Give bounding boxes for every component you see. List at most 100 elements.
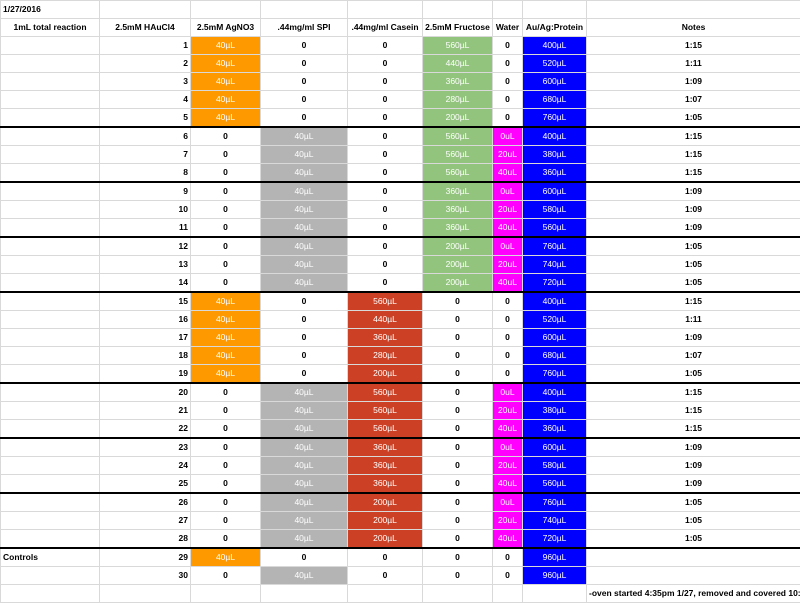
spi-cell[interactable]: 0 — [348, 37, 423, 55]
row-label-cell[interactable] — [1, 146, 100, 164]
reaction-number-cell[interactable]: 19 — [100, 365, 191, 384]
water-cell[interactable]: 600µL — [523, 182, 587, 201]
ratio-cell[interactable]: 1:15 — [587, 127, 800, 146]
empty-cell[interactable] — [348, 585, 423, 603]
fructose-cell[interactable]: 0 — [493, 567, 523, 585]
reaction-number-cell[interactable]: 28 — [100, 530, 191, 549]
casein-cell[interactable]: 0 — [423, 530, 493, 549]
spi-cell[interactable]: 200µL — [348, 512, 423, 530]
row-label-cell[interactable] — [1, 109, 100, 128]
agno3-cell[interactable]: 0 — [261, 292, 348, 311]
spi-cell[interactable]: 0 — [348, 146, 423, 164]
water-cell[interactable]: 960µL — [523, 548, 587, 567]
water-cell[interactable]: 680µL — [523, 91, 587, 109]
empty-cell[interactable] — [261, 585, 348, 603]
haucl4-cell[interactable]: 0 — [191, 256, 261, 274]
ratio-cell[interactable]: 1:15 — [587, 383, 800, 402]
reaction-number-cell[interactable]: 11 — [100, 219, 191, 238]
casein-cell[interactable]: 0 — [423, 493, 493, 512]
agno3-cell[interactable]: 40µL — [261, 530, 348, 549]
haucl4-cell[interactable]: 0 — [191, 420, 261, 439]
water-cell[interactable]: 740µL — [523, 512, 587, 530]
row-label-cell[interactable] — [1, 55, 100, 73]
water-cell[interactable]: 760µL — [523, 365, 587, 384]
casein-cell[interactable]: 560µL — [423, 37, 493, 55]
water-cell[interactable]: 580µL — [523, 457, 587, 475]
row-label-cell[interactable] — [1, 457, 100, 475]
reaction-number-cell[interactable]: 5 — [100, 109, 191, 128]
fructose-cell[interactable]: 40uL — [493, 219, 523, 238]
casein-cell[interactable]: 560µL — [423, 164, 493, 183]
fructose-cell[interactable]: 0uL — [493, 237, 523, 256]
water-cell[interactable]: 760µL — [523, 237, 587, 256]
haucl4-cell[interactable]: 40µL — [191, 292, 261, 311]
spi-cell[interactable]: 0 — [348, 567, 423, 585]
fructose-cell[interactable]: 0 — [493, 37, 523, 55]
agno3-cell[interactable]: 40µL — [261, 127, 348, 146]
spi-cell[interactable]: 280µL — [348, 347, 423, 365]
reaction-number-cell[interactable]: 24 — [100, 457, 191, 475]
agno3-cell[interactable]: 40µL — [261, 164, 348, 183]
header-water[interactable]: Water — [493, 19, 523, 37]
header-reaction[interactable]: 1mL total reaction — [1, 19, 100, 37]
water-cell[interactable]: 400µL — [523, 127, 587, 146]
casein-cell[interactable]: 0 — [423, 475, 493, 494]
reaction-number-cell[interactable]: 3 — [100, 73, 191, 91]
reaction-number-cell[interactable]: 18 — [100, 347, 191, 365]
water-cell[interactable]: 720µL — [523, 530, 587, 549]
agno3-cell[interactable]: 0 — [261, 37, 348, 55]
spi-cell[interactable]: 0 — [348, 55, 423, 73]
row-label-cell[interactable] — [1, 493, 100, 512]
water-cell[interactable]: 400µL — [523, 383, 587, 402]
haucl4-cell[interactable]: 0 — [191, 201, 261, 219]
spi-cell[interactable]: 560µL — [348, 402, 423, 420]
fructose-cell[interactable]: 20uL — [493, 402, 523, 420]
fructose-cell[interactable]: 0 — [493, 329, 523, 347]
reaction-number-cell[interactable]: 30 — [100, 567, 191, 585]
casein-cell[interactable]: 0 — [423, 292, 493, 311]
row-label-cell[interactable] — [1, 182, 100, 201]
casein-cell[interactable]: 0 — [423, 329, 493, 347]
reaction-number-cell[interactable]: 21 — [100, 402, 191, 420]
haucl4-cell[interactable]: 0 — [191, 567, 261, 585]
spi-cell[interactable]: 440µL — [348, 311, 423, 329]
haucl4-cell[interactable]: 0 — [191, 402, 261, 420]
ratio-cell[interactable]: 1:09 — [587, 219, 800, 238]
water-cell[interactable]: 560µL — [523, 475, 587, 494]
spi-cell[interactable]: 0 — [348, 182, 423, 201]
casein-cell[interactable]: 0 — [423, 347, 493, 365]
casein-cell[interactable]: 0 — [423, 512, 493, 530]
header-ratio[interactable]: Au/Ag:Protein — [523, 19, 587, 37]
reaction-number-cell[interactable]: 20 — [100, 383, 191, 402]
reaction-number-cell[interactable]: 23 — [100, 438, 191, 457]
agno3-cell[interactable]: 40µL — [261, 219, 348, 238]
empty-cell[interactable] — [100, 585, 191, 603]
casein-cell[interactable]: 360µL — [423, 219, 493, 238]
empty-cell[interactable] — [423, 1, 493, 19]
fructose-cell[interactable]: 0 — [493, 55, 523, 73]
fructose-cell[interactable]: 0 — [493, 311, 523, 329]
reaction-number-cell[interactable]: 2 — [100, 55, 191, 73]
agno3-cell[interactable]: 0 — [261, 109, 348, 128]
ratio-cell[interactable]: 1:15 — [587, 146, 800, 164]
empty-cell[interactable] — [493, 1, 523, 19]
ratio-cell[interactable]: 1:15 — [587, 164, 800, 183]
ratio-cell[interactable]: 1:07 — [587, 347, 800, 365]
row-label-cell[interactable] — [1, 347, 100, 365]
fructose-cell[interactable]: 20uL — [493, 146, 523, 164]
haucl4-cell[interactable]: 0 — [191, 457, 261, 475]
reaction-number-cell[interactable]: 9 — [100, 182, 191, 201]
row-label-cell[interactable] — [1, 311, 100, 329]
haucl4-cell[interactable]: 40µL — [191, 55, 261, 73]
empty-cell[interactable] — [523, 585, 587, 603]
ratio-cell[interactable]: 1:09 — [587, 201, 800, 219]
casein-cell[interactable]: 0 — [423, 457, 493, 475]
fructose-cell[interactable]: 0 — [493, 73, 523, 91]
ratio-cell[interactable] — [587, 548, 800, 567]
reaction-number-cell[interactable]: 1 — [100, 37, 191, 55]
spi-cell[interactable]: 360µL — [348, 457, 423, 475]
row-label-cell[interactable] — [1, 512, 100, 530]
reaction-number-cell[interactable]: 14 — [100, 274, 191, 293]
agno3-cell[interactable]: 0 — [261, 73, 348, 91]
reaction-number-cell[interactable]: 22 — [100, 420, 191, 439]
